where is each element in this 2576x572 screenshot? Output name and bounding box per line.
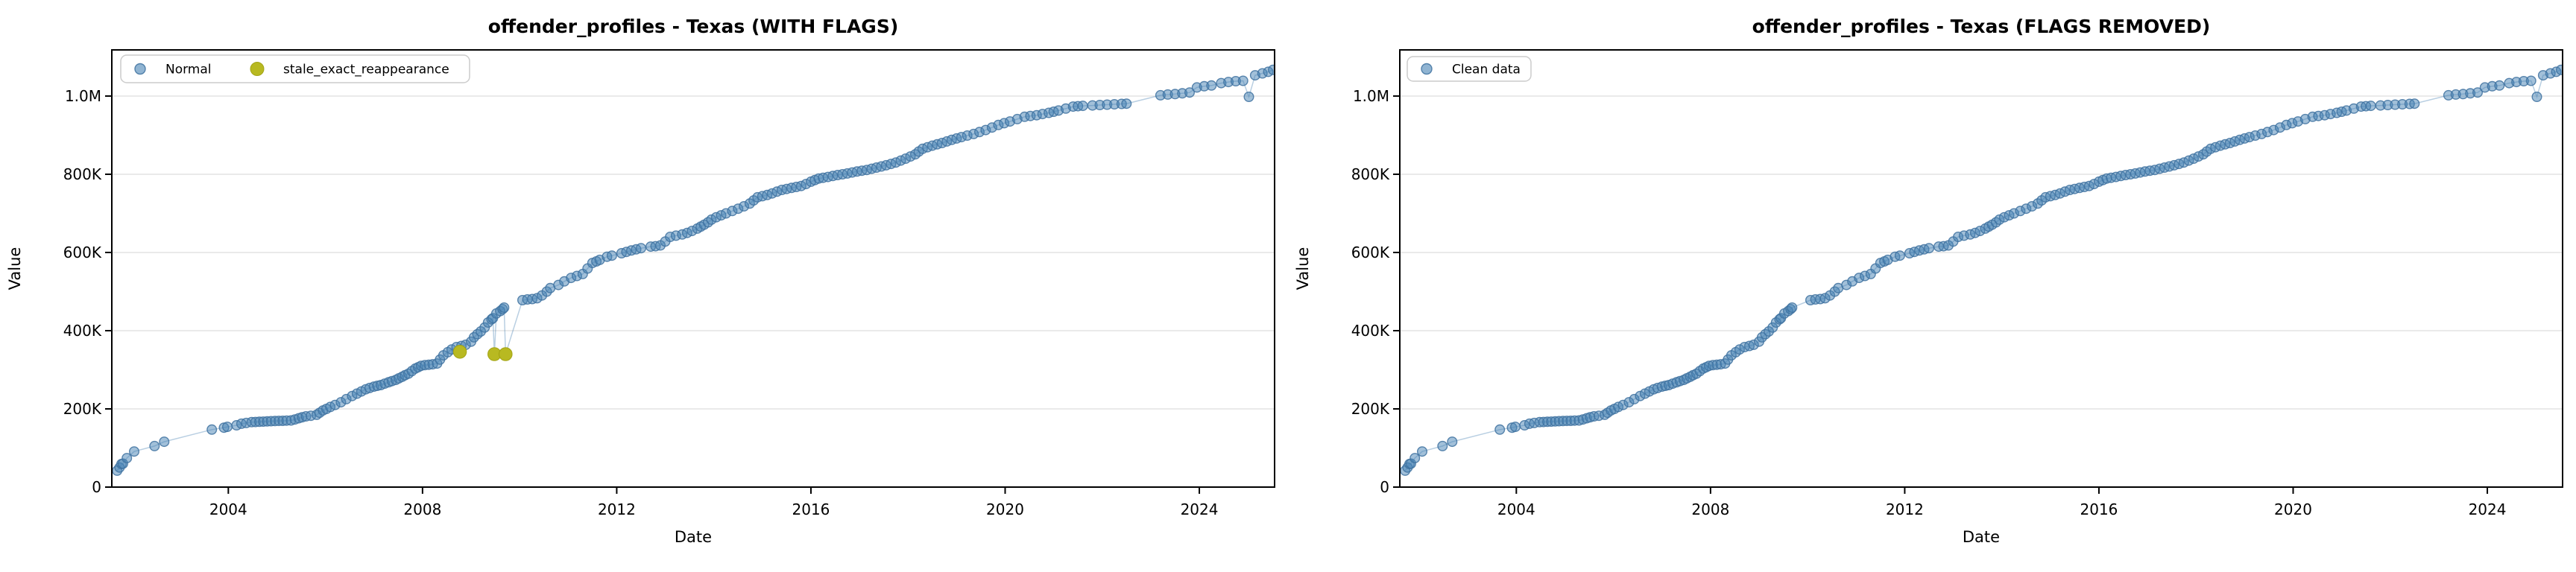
data-point <box>159 436 170 448</box>
x-axis-tick-label: 2008 <box>403 500 441 518</box>
y-axis-tick-label: 800K <box>1351 165 1390 183</box>
y-axis-tick-label: 600K <box>1351 244 1390 261</box>
plot-border <box>111 49 1275 488</box>
data-layer <box>112 64 1275 476</box>
x-axis-tick-label: 2012 <box>1886 500 1924 518</box>
x-axis-tick-label: 2004 <box>1497 500 1535 518</box>
x-axis-tick-label: 2020 <box>986 500 1024 518</box>
y-axis-tick-label: 600K <box>63 244 102 261</box>
y-axis-tick-label: 1.0M <box>65 87 101 105</box>
y-axis-tick-label: 400K <box>63 322 102 340</box>
y-axis-tick-label: 0 <box>1380 478 1389 496</box>
legend-label: stale_exact_reappearance <box>283 63 449 77</box>
left-chart-with-flags: 2004 2008 2012 2016 2020 2024 0 200K 400K 600K 800… <box>6 16 1275 546</box>
data-point <box>636 243 647 254</box>
data-point <box>2409 98 2420 109</box>
legend-marker-flag-icon <box>250 62 265 76</box>
data-point <box>149 440 160 451</box>
x-axis-tick-label: 2004 <box>209 500 247 518</box>
data-point <box>2472 87 2483 98</box>
y-axis-tick-label: 200K <box>1351 400 1390 418</box>
data-point <box>1787 302 1798 314</box>
x-axis-tick-label: 2024 <box>2469 500 2507 518</box>
chart-svg: 2004 2008 2012 2016 2020 2024 0 200K 400K 600K 800… <box>6 16 1275 546</box>
x-axis-tick-label: 2008 <box>1691 500 1729 518</box>
data-point <box>121 453 133 464</box>
data-point <box>1206 80 1217 91</box>
data-point <box>1416 446 1427 457</box>
data-point <box>606 250 617 261</box>
data-point <box>1409 453 1421 464</box>
legend: Normal stale_exact_reappearance <box>120 54 470 83</box>
y-axis-label: Value <box>6 247 24 290</box>
legend: Clean data <box>1407 56 1532 82</box>
plot-title: offender_profiles - Texas (FLAGS REMOVED… <box>1752 16 2211 37</box>
data-point <box>1510 422 1521 433</box>
data-point <box>1184 87 1195 98</box>
data-point <box>1494 424 1506 435</box>
data-point <box>1121 98 1132 109</box>
x-axis-tick-label: 2016 <box>2080 500 2118 518</box>
legend-marker-normal-icon <box>134 63 146 75</box>
right-chart-flags-removed: 2004 2008 2012 2016 2020 2024 0 200K 400K 600K 800… <box>1288 0 2576 572</box>
data-point <box>1894 250 1905 261</box>
x-axis-label: Date <box>675 528 712 546</box>
y-axis-tick-label: 800K <box>63 165 102 183</box>
y-axis-tick-label: 0 <box>92 478 101 496</box>
data-point <box>1243 91 1254 102</box>
plot-border <box>1399 49 2563 488</box>
data-point <box>2525 75 2536 86</box>
data-point <box>2556 64 2563 75</box>
data-point <box>2365 101 2376 112</box>
x-axis-label: Date <box>1963 528 2000 546</box>
data-point <box>222 422 233 433</box>
data-point <box>1237 75 1248 86</box>
x-axis-tick-label: 2012 <box>598 500 636 518</box>
chart-svg: 2004 2008 2012 2016 2020 2024 0 200K 400K 600K 800… <box>1294 16 2563 546</box>
flagged-data-point <box>499 347 513 361</box>
data-point <box>1924 243 1935 254</box>
legend-box <box>1407 56 1532 82</box>
data-point <box>1077 101 1088 112</box>
x-axis-tick-label: 2024 <box>1181 500 1219 518</box>
plot-title: offender_profiles - Texas (WITH FLAGS) <box>488 16 899 37</box>
x-axis-tick-label: 2016 <box>792 500 830 518</box>
y-axis-label: Value <box>1294 247 1312 290</box>
flagged-data-point <box>452 345 467 359</box>
data-point <box>499 302 510 314</box>
legend-box <box>120 54 470 83</box>
data-point <box>1268 64 1275 75</box>
legend-label: Normal <box>165 63 212 77</box>
data-point <box>1447 436 1458 448</box>
data-series-line <box>116 69 1274 471</box>
data-layer <box>1400 64 2563 476</box>
data-point <box>128 446 139 457</box>
data-point <box>206 424 218 435</box>
x-axis-tick-label: 2020 <box>2274 500 2312 518</box>
data-point <box>2494 80 2505 91</box>
y-axis-tick-label: 400K <box>1351 322 1390 340</box>
y-axis-tick-label: 200K <box>63 400 102 418</box>
legend-label: Clean data <box>1452 63 1521 77</box>
data-series-line <box>1404 69 2562 471</box>
data-point <box>2531 91 2542 102</box>
data-point <box>1437 440 1448 451</box>
legend-marker-normal-icon <box>1421 63 1433 75</box>
y-axis-tick-label: 1.0M <box>1353 87 1389 105</box>
